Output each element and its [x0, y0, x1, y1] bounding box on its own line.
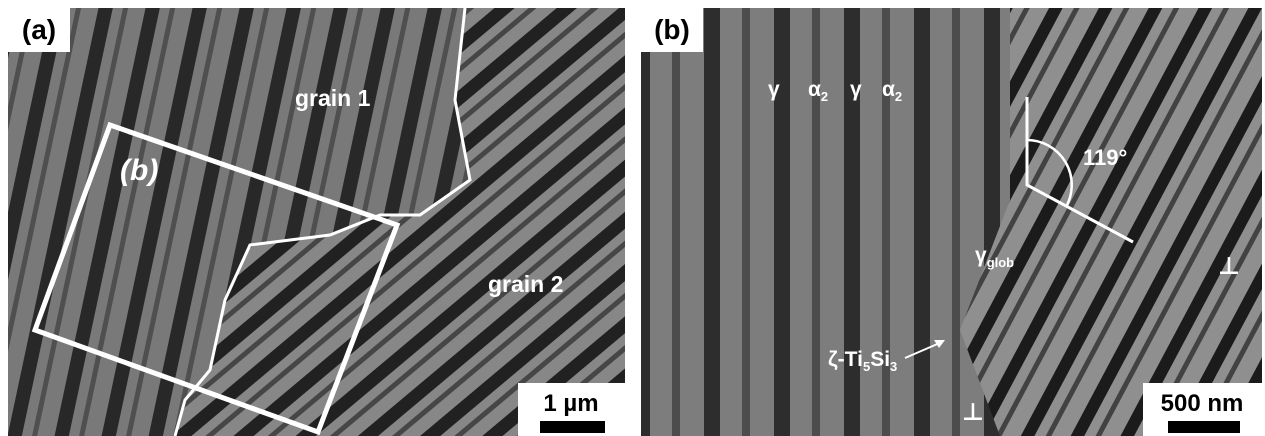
- phase-label: γ: [850, 78, 862, 101]
- grain-label: grain 2: [488, 271, 563, 297]
- grain-label: grain 1: [295, 85, 371, 111]
- phase-label: γ: [768, 78, 780, 101]
- precipitate-label: ζ-Ti5Si3: [828, 348, 897, 374]
- dislocation-mark: ⊥: [1218, 253, 1240, 280]
- angle-label: 119°: [1083, 145, 1127, 170]
- panel-a: [8, 8, 625, 436]
- inset-label: (b): [120, 154, 158, 187]
- panel-label: (b): [654, 14, 690, 45]
- scale-label: 500 nm: [1161, 390, 1244, 417]
- scale-bar: [540, 421, 605, 433]
- dislocation-mark: ⊥: [962, 399, 984, 426]
- panel-label: (a): [22, 14, 56, 45]
- scale-label: 1 µm: [543, 390, 598, 417]
- figure: (a) (b) grain 1 grain 2 1 µm (b) γ α2 γ …: [0, 0, 1265, 436]
- page: {"panels":[ {"label":"(a)","inset_label"…: [0, 0, 1265, 436]
- panel-b: [641, 8, 1262, 436]
- scale-bar: [1168, 421, 1240, 433]
